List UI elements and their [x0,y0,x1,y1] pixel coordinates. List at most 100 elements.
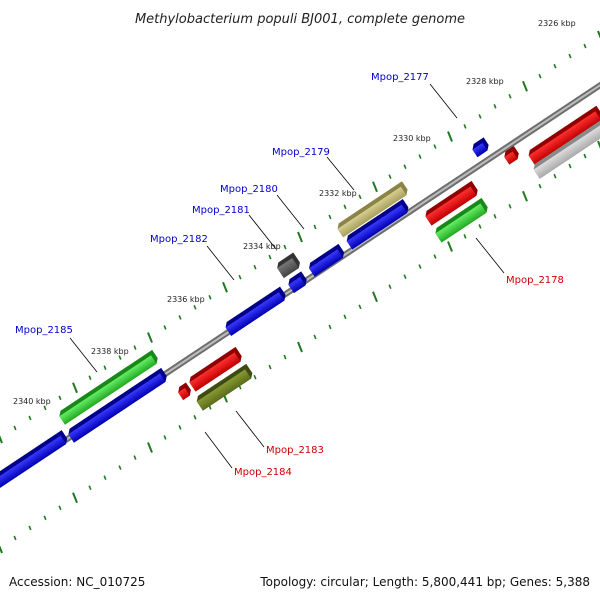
tick-mark [508,204,512,209]
gene-bar-mpop-2178-red[interactable] [423,180,480,226]
tick-mark [328,214,332,220]
tick-mark [222,281,228,293]
tick-mark [313,334,317,340]
tick-mark [583,153,587,159]
tick-mark [88,485,92,490]
tick-mark [583,43,587,49]
gene-label-mpop-2182[interactable]: Mpop_2182 [150,234,208,245]
tick-mark [297,231,303,243]
leader-line-mpop-2179 [326,156,355,191]
gene-bar-face [504,151,518,165]
gene-bar-red-small[interactable] [502,145,521,165]
tick-mark [58,505,62,511]
tick-label-2336: 2336 kbp [167,295,205,304]
tick-mark [597,140,600,149]
tick-mark [343,314,347,320]
tick-mark [103,475,107,480]
tick-mark [43,515,47,521]
gene-bar-mpop-2181[interactable] [286,271,309,294]
gene-bar-blue-long[interactable] [66,367,169,443]
tick-label-2330: 2330 kbp [393,134,431,143]
tick-mark [463,124,467,129]
gene-bar-olive[interactable] [195,363,255,411]
tick-label-2340: 2340 kbp [13,397,51,406]
gene-label-mpop-2184[interactable]: Mpop_2184 [234,467,292,478]
leader-line-mpop-2185 [69,337,98,373]
tick-mark [538,183,542,189]
gene-bar-mpop-2183[interactable] [187,346,244,392]
gene-label-mpop-2180[interactable]: Mpop_2180 [220,184,278,195]
tick-mark [253,264,257,270]
tick-mark [358,304,362,310]
gene-label-mpop-2183[interactable]: Mpop_2183 [266,445,324,456]
tick-label-2328: 2328 kbp [466,77,504,86]
tick-mark [403,164,407,169]
gene-bar-mpop-2180[interactable] [307,243,346,277]
tick-mark [28,415,32,421]
tick-mark [433,144,437,149]
gene-bar-khaki[interactable] [335,181,409,238]
leader-line-mpop-2180 [276,194,305,230]
gene-bar-face [59,355,157,425]
gene-label-mpop-2185[interactable]: Mpop_2185 [15,325,73,336]
gene-bar-red-top[interactable] [526,105,600,165]
gene-label-mpop-2179[interactable]: Mpop_2179 [272,147,330,158]
tick-mark [568,53,572,59]
tick-mark [193,305,197,310]
gene-bar-face [288,276,306,294]
map-title: Methylobacterium populi BJ001, complete … [135,12,465,27]
gene-bar-face [68,373,166,443]
tick-mark [313,224,317,230]
gene-bar-mpop-2184[interactable] [176,382,193,400]
gene-bar-face [533,125,600,179]
tick-mark [0,545,3,554]
gene-bar-mpop-2178[interactable] [433,197,490,243]
gene-label-mpop-2177[interactable]: Mpop_2177 [371,72,429,83]
leader-lines [69,83,505,469]
gene-bar-dark[interactable] [275,252,302,278]
leader-line-mpop-2181 [248,214,277,250]
tick-mark [433,254,437,259]
tick-label-2332: 2332 kbp [319,189,357,198]
gene-bar-mpop-2182[interactable] [223,286,287,336]
tick-mark [463,234,467,239]
gene-features [0,105,600,489]
gene-bar-blue-left[interactable] [0,430,69,489]
tick-mark [597,30,600,39]
gene-bar-mpop-2179[interactable] [345,199,411,250]
tick-mark [13,425,17,431]
tick-mark [388,284,392,289]
leader-line-mpop-2184 [204,431,233,469]
tick-mark [568,163,572,169]
tick-mark [328,324,332,330]
tick-mark [553,173,557,179]
tick-mark [0,435,3,444]
gene-bar-face [435,203,487,243]
tick-mark [268,364,272,370]
gene-bar-face [346,204,408,250]
tick-marks [0,30,600,554]
tick-mark [297,341,303,353]
gene-label-mpop-2181[interactable]: Mpop_2181 [192,205,250,216]
gene-bar-mpop-2185[interactable] [57,349,160,425]
tick-mark [13,535,17,541]
tick-mark [133,455,137,460]
tick-mark [28,525,32,531]
tick-mark [58,395,62,401]
gene-bar-face [196,369,252,411]
gene-bar-gray[interactable] [531,119,600,179]
tick-mark [283,354,287,360]
gene-bar-mpop-2177[interactable] [470,137,491,158]
tick-mark [88,375,92,380]
tick-mark [283,244,287,250]
tick-mark [133,345,137,350]
gene-bar-face [472,142,488,158]
gene-bar-face [528,111,600,165]
tick-mark [358,194,362,200]
gene-label-mpop-2178[interactable]: Mpop_2178 [506,275,564,286]
tick-mark [118,465,122,470]
tick-mark [388,174,392,179]
tick-mark [253,374,257,380]
tick-mark [538,73,542,79]
